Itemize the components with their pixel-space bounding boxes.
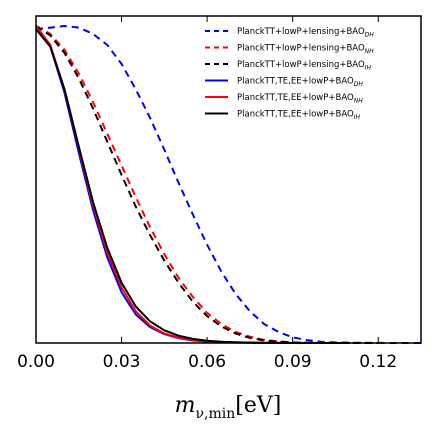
legend-label: PlanckTT,TE,EE+lowP+BAONH [237,93,363,105]
x-tick-label: 0.06 [188,352,226,372]
legend-label: PlanckTT+lowP+lensing+BAONH [237,44,374,56]
x-tick-label: 0.00 [17,352,55,372]
legend-label: PlanckTT+lowP+lensing+BAOIH [237,60,371,72]
x-axis-label-unit: [eV] [235,393,281,418]
x-tick-label: 0.09 [274,352,312,372]
x-axis-label-main: m [175,393,196,418]
x-axis-ticks: 0.00 0.03 0.06 0.09 0.12 [17,16,397,372]
legend-label: PlanckTT,TE,EE+lowP+BAODH [237,77,363,89]
plot-frame [35,15,422,344]
x-axis-label-subscript: ν,min [196,406,236,422]
x-axis-label: mν,min[eV] [175,393,282,422]
legend-label: PlanckTT,TE,EE+lowP+BAOIH [237,110,360,122]
x-tick-label: 0.03 [103,352,141,372]
x-tick-label: 0.12 [359,352,397,372]
legend-label: PlanckTT+lowP+lensing+BAODH [237,27,374,39]
legend: PlanckTT+lowP+lensing+BAODH PlanckTT+lowP… [205,27,374,121]
